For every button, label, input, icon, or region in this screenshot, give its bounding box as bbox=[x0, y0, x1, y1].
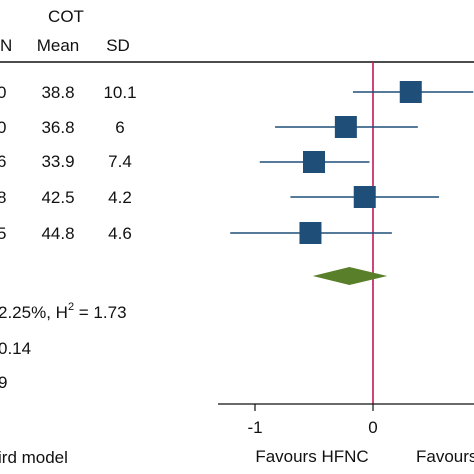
row-n: 8 bbox=[0, 188, 6, 207]
row-mean: 36.8 bbox=[41, 118, 74, 137]
model-footer: ird model bbox=[0, 448, 68, 467]
study-effect-marker bbox=[334, 116, 357, 138]
stats-line-3: 9 bbox=[0, 373, 7, 392]
column-header-n: N bbox=[0, 36, 12, 55]
h-superscript: 2 bbox=[68, 301, 74, 313]
overall-effect-diamond bbox=[312, 267, 388, 285]
row-n: 5 bbox=[0, 224, 6, 243]
heterogeneity-prefix: 2.25%, H bbox=[0, 303, 68, 322]
row-mean: 33.9 bbox=[41, 152, 74, 171]
row-n: 6 bbox=[0, 152, 6, 171]
heterogeneity-suffix: = 1.73 bbox=[74, 303, 126, 322]
row-mean: 44.8 bbox=[41, 224, 74, 243]
study-rows: 0 38.8 10.1 0 36.8 6 6 33.9 7.4 8 42.5 4… bbox=[0, 83, 137, 243]
row-mean: 38.8 bbox=[41, 83, 74, 102]
row-sd: 4.6 bbox=[108, 224, 132, 243]
study-effect-marker bbox=[303, 151, 325, 173]
row-sd: 4.2 bbox=[108, 188, 132, 207]
row-n: 0 bbox=[0, 118, 6, 137]
row-sd: 7.4 bbox=[108, 152, 132, 171]
row-sd: 6 bbox=[115, 118, 124, 137]
favours-left-label: Favours HFNC bbox=[255, 447, 368, 466]
group-label: COT bbox=[48, 7, 84, 26]
study-effect-marker bbox=[299, 222, 322, 244]
column-header-sd: SD bbox=[106, 36, 130, 55]
column-header-mean: Mean bbox=[37, 36, 80, 55]
favours-right-label: Favours bbox=[416, 447, 474, 466]
study-effect-marker bbox=[353, 186, 376, 208]
row-n: 0 bbox=[0, 83, 6, 102]
row-sd: 10.1 bbox=[103, 83, 136, 102]
x-axis-tick-label: -1 bbox=[247, 418, 262, 437]
row-mean: 42.5 bbox=[41, 188, 74, 207]
heterogeneity-text: 2.25%, H2 = 1.73 bbox=[0, 301, 127, 322]
x-axis-tick-label: 0 bbox=[368, 418, 377, 437]
stats-line-2: 0.14 bbox=[0, 339, 31, 358]
study-effect-marker bbox=[399, 81, 422, 103]
